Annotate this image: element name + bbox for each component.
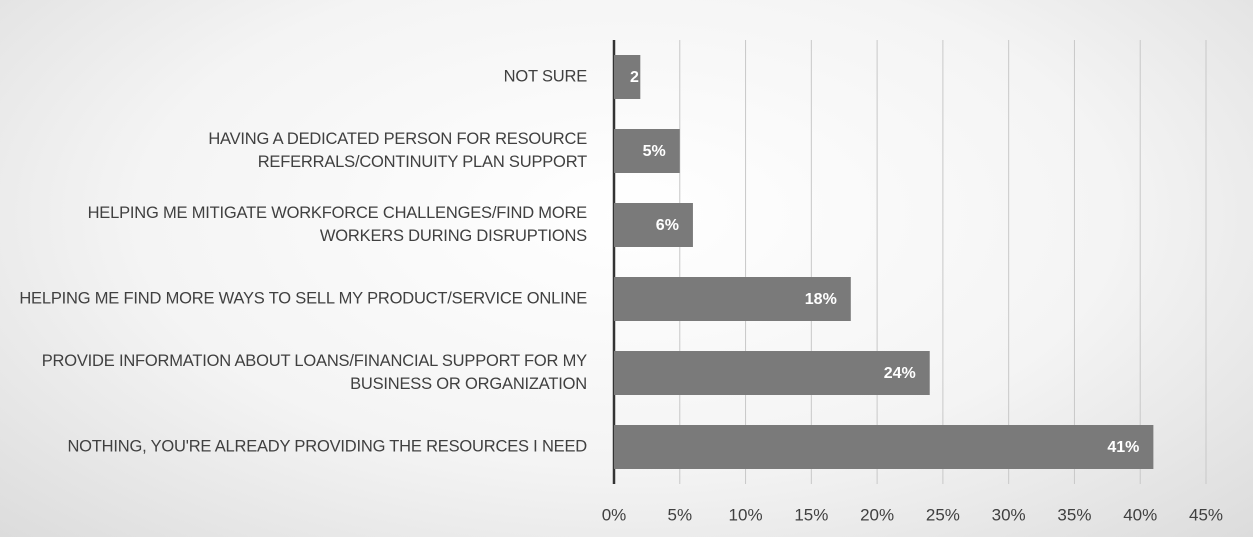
x-tick-label: 40% xyxy=(1123,505,1157,524)
bar xyxy=(614,129,680,173)
bar xyxy=(614,277,851,321)
value-label: 6% xyxy=(656,217,679,234)
x-tick-label: 5% xyxy=(667,505,692,524)
x-tick-label: 10% xyxy=(729,505,763,524)
value-label: 18% xyxy=(805,291,837,308)
x-tick-label: 0% xyxy=(602,505,627,524)
x-tick-label: 20% xyxy=(860,505,894,524)
value-label: 41% xyxy=(1107,439,1139,456)
bar xyxy=(614,425,1154,469)
y-tick-label: NOT SURE xyxy=(503,67,588,86)
y-tick-label: HELPING ME FIND MORE WAYS TO SELL MY PRO… xyxy=(19,289,587,308)
y-tick-label: NOTHING, YOU'RE ALREADY PROVIDING THE RE… xyxy=(67,437,587,456)
value-label: 24% xyxy=(884,365,916,382)
bar xyxy=(614,351,930,395)
x-tick-label: 45% xyxy=(1189,505,1223,524)
x-tick-label: 30% xyxy=(992,505,1026,524)
y-tick-label: PROVIDE INFORMATION ABOUT LOANS/FINANCIA… xyxy=(41,352,588,393)
y-tick-label: HAVING A DEDICATED PERSON FOR RESOURCE R… xyxy=(208,130,587,171)
bar xyxy=(614,203,693,247)
y-tick-label: HELPING ME MITIGATE WORKFORCE CHALLENGES… xyxy=(87,204,588,245)
x-tick-label: 25% xyxy=(926,505,960,524)
value-label: 2 xyxy=(630,69,639,86)
x-tick-label: 35% xyxy=(1057,505,1091,524)
bar xyxy=(614,55,641,99)
x-tick-label: 15% xyxy=(794,505,828,524)
value-label: 5% xyxy=(643,143,666,160)
